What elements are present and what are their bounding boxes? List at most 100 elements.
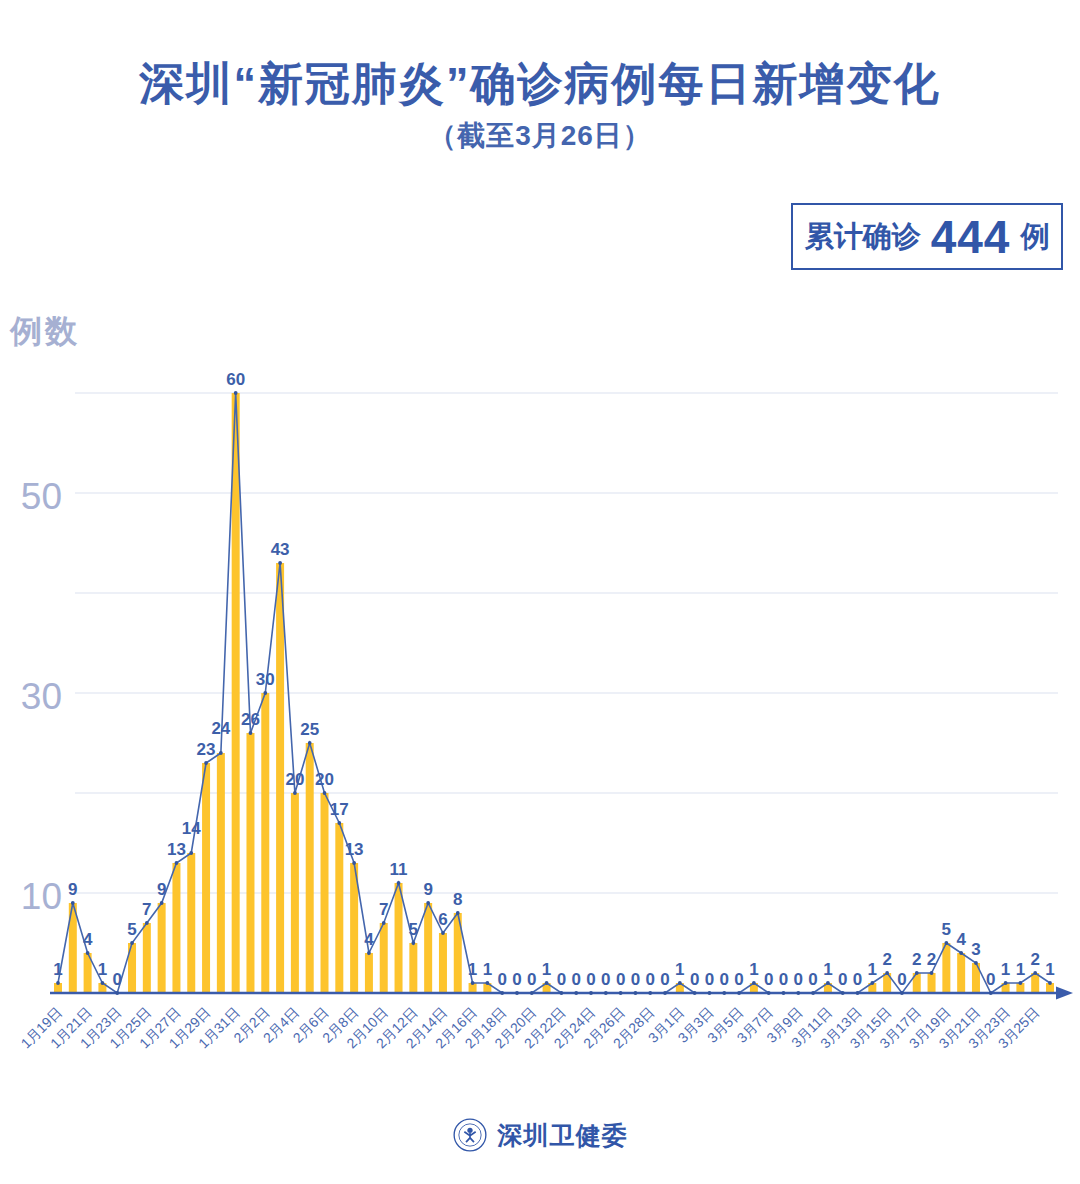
footer-org-name: 深圳卫健委 — [498, 1119, 628, 1152]
value-label: 0 — [897, 970, 906, 989]
value-label: 0 — [986, 970, 995, 989]
value-label: 1 — [98, 960, 107, 979]
bar — [291, 793, 299, 993]
data-point — [856, 991, 860, 995]
data-point — [145, 921, 149, 925]
value-label: 0 — [853, 970, 862, 989]
data-point — [900, 991, 904, 995]
value-label: 0 — [794, 970, 803, 989]
data-point — [560, 991, 564, 995]
data-point — [634, 991, 638, 995]
bar — [261, 693, 269, 993]
data-point — [367, 951, 371, 955]
data-point — [352, 861, 356, 865]
value-label: 0 — [660, 970, 669, 989]
data-point — [796, 991, 800, 995]
data-point — [604, 991, 608, 995]
bar — [306, 743, 314, 993]
data-point — [870, 981, 874, 985]
value-label: 20 — [285, 770, 304, 789]
value-label: 0 — [557, 970, 566, 989]
bar — [187, 853, 195, 993]
bar — [424, 903, 432, 993]
bar — [409, 943, 417, 993]
data-point — [471, 981, 475, 985]
data-point — [56, 981, 60, 985]
value-label: 1 — [675, 960, 684, 979]
bar — [143, 923, 151, 993]
data-point — [263, 691, 267, 695]
value-label: 0 — [690, 970, 699, 989]
data-point — [160, 901, 164, 905]
value-label: 17 — [330, 800, 349, 819]
value-label: 0 — [497, 970, 506, 989]
bar — [928, 973, 936, 993]
data-point — [204, 761, 208, 765]
data-point — [485, 981, 489, 985]
bar — [380, 923, 388, 993]
value-label: 13 — [167, 840, 186, 859]
data-point — [101, 981, 105, 985]
data-point — [293, 791, 297, 795]
shenzhen-health-commission-logo-icon — [453, 1118, 487, 1152]
bar — [217, 753, 225, 993]
y-tick-label: 30 — [21, 676, 62, 717]
value-label: 1 — [53, 960, 62, 979]
value-label: 6 — [438, 910, 447, 929]
data-point — [915, 971, 919, 975]
value-label: 0 — [601, 970, 610, 989]
value-label: 60 — [226, 370, 245, 389]
data-point — [219, 751, 223, 755]
value-label: 4 — [83, 930, 93, 949]
value-label: 0 — [705, 970, 714, 989]
data-point — [308, 741, 312, 745]
value-label: 2 — [912, 950, 921, 969]
data-point — [1033, 971, 1037, 975]
bar — [158, 903, 166, 993]
value-label: 2 — [1030, 950, 1039, 969]
value-label: 0 — [838, 970, 847, 989]
value-label: 2 — [927, 950, 936, 969]
data-point — [752, 981, 756, 985]
bar — [335, 823, 343, 993]
value-label: 1 — [868, 960, 877, 979]
data-point — [826, 981, 830, 985]
bar — [942, 943, 950, 993]
y-tick-label: 10 — [21, 876, 62, 917]
bar — [957, 953, 965, 993]
bar — [172, 863, 180, 993]
data-point — [619, 991, 623, 995]
value-label: 1 — [1045, 960, 1054, 979]
data-point — [782, 991, 786, 995]
value-label: 8 — [453, 890, 462, 909]
bar — [202, 763, 210, 993]
data-point — [1004, 981, 1008, 985]
data-point — [86, 951, 90, 955]
value-label: 2 — [882, 950, 891, 969]
value-label: 0 — [808, 970, 817, 989]
value-label: 4 — [364, 930, 374, 949]
bar — [276, 563, 284, 993]
data-point — [71, 901, 75, 905]
data-point — [397, 881, 401, 885]
data-point — [959, 951, 963, 955]
bar — [439, 933, 447, 993]
value-label: 30 — [256, 670, 275, 689]
value-label: 0 — [779, 970, 788, 989]
y-tick-label: 50 — [21, 476, 62, 517]
value-label: 0 — [586, 970, 595, 989]
value-label: 25 — [300, 720, 319, 739]
value-label: 23 — [197, 740, 216, 759]
data-point — [678, 981, 682, 985]
data-point — [574, 991, 578, 995]
data-point — [323, 791, 327, 795]
data-point — [189, 851, 193, 855]
data-point — [278, 561, 282, 565]
data-point — [930, 971, 934, 975]
value-label: 1 — [468, 960, 477, 979]
data-point — [708, 991, 712, 995]
value-label: 0 — [646, 970, 655, 989]
data-point — [441, 931, 445, 935]
value-label: 5 — [409, 920, 418, 939]
data-point — [841, 991, 845, 995]
